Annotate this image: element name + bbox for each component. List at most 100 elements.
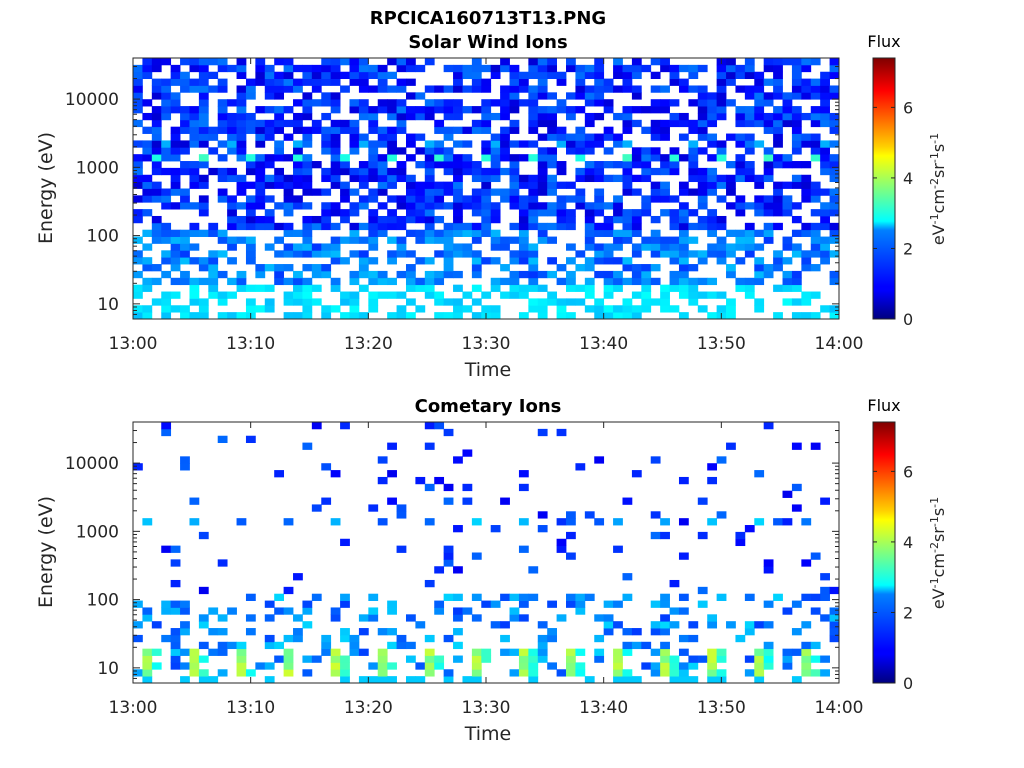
heatmap-cell [773,78,783,86]
heatmap-cell [613,58,623,66]
heatmap-cell [217,195,228,203]
heatmap-cell [744,64,755,73]
heatmap-cell [330,147,341,155]
heatmap-cell [763,648,774,656]
heatmap-cell [142,284,153,292]
x-tick-label: 13:30 [462,334,511,354]
heatmap-cell [443,64,454,73]
heatmap-cell [453,298,463,306]
heatmap-cell [575,140,586,148]
heatmap-cell [283,518,294,526]
heatmap-cell [453,126,463,134]
heatmap-cell [810,147,821,155]
heatmap-cell [274,126,285,134]
heatmap-cell [471,188,482,196]
heatmap-cell [283,298,294,306]
heatmap-cell [293,270,303,279]
heatmap-cell [688,167,699,176]
heatmap-cell [697,181,708,189]
heatmap-cell [556,181,567,189]
heatmap-cell [453,655,463,663]
heatmap-cell [161,312,172,320]
heatmap-cell [255,195,266,203]
heatmap-cell [180,229,190,237]
heatmap-cell [387,58,397,66]
heatmap-cell [650,669,661,677]
heatmap-cell [735,133,746,141]
heatmap-cell [678,250,689,258]
heatmap-cell [650,662,661,670]
heatmap-cell [236,312,247,320]
heatmap-cell [321,648,332,656]
heatmap-cell [311,250,322,258]
heatmap-cell [556,133,567,141]
heatmap-cell [537,174,548,183]
heatmap-cell [566,106,576,114]
heatmap-cell [434,312,445,320]
heatmap-cell [311,504,322,512]
heatmap-cell [217,298,228,306]
heatmap-cell [641,106,652,114]
heatmap-cell [217,167,228,176]
heatmap-cell [387,126,397,134]
heatmap-cell [481,600,492,608]
heatmap-cell [377,133,388,141]
heatmap-cell [631,92,642,100]
heatmap-cell [161,99,172,107]
heatmap-cell [245,215,256,224]
x-tick-label: 13:10 [226,698,275,718]
heatmap-cell [660,106,670,114]
heatmap-cell [142,140,153,148]
heatmap-cell [245,628,256,636]
heatmap-cell [500,58,510,66]
heatmap-cell [274,607,285,615]
heatmap-cell [500,291,510,299]
heatmap-cell [264,600,275,608]
heatmap-cell [283,58,294,66]
heatmap-cell [453,195,463,203]
heatmap-cell [801,222,812,231]
heatmap-cell [820,497,830,505]
heatmap-cell [133,669,143,677]
heatmap-cell [133,621,143,629]
heatmap-cell [622,126,633,134]
heatmap-cell [368,257,379,265]
heatmap-cell [151,119,162,128]
heatmap-cell [613,195,623,203]
heatmap-cell [622,257,633,265]
heatmap-cell [660,531,670,540]
heatmap-cell [245,284,256,292]
heatmap-cell [311,284,322,292]
heatmap-cell [537,641,548,650]
heatmap-cell [396,641,407,650]
heatmap-cell [424,648,435,656]
heatmap-cell [622,188,633,196]
heatmap-cell [170,78,181,86]
heatmap-cell [820,614,830,622]
heatmap-cell [189,648,200,656]
heatmap-cell [471,250,482,258]
heatmap-cell [500,133,510,141]
heatmap-cell [302,312,313,320]
heatmap-cell [594,229,605,237]
heatmap-cell [217,119,228,128]
heatmap-cell [462,250,473,258]
heatmap-cell [236,222,247,231]
heatmap-cell [547,58,557,66]
heatmap-cell [481,181,492,189]
heatmap-cell [133,99,143,107]
heatmap-cell [274,174,285,183]
heatmap-cell [613,243,623,251]
heatmap-cell [142,58,153,66]
heatmap-cell [443,167,454,176]
heatmap-cell [208,607,219,615]
heatmap-cell [669,71,680,80]
heatmap-cell [321,167,332,176]
heatmap-cell [170,305,181,313]
heatmap-cell [302,264,313,272]
heatmap-cell [415,305,426,313]
heatmap-cell [678,154,689,162]
heatmap-cell [424,112,435,121]
heatmap-cell [820,243,830,251]
heatmap-cell [434,250,445,258]
